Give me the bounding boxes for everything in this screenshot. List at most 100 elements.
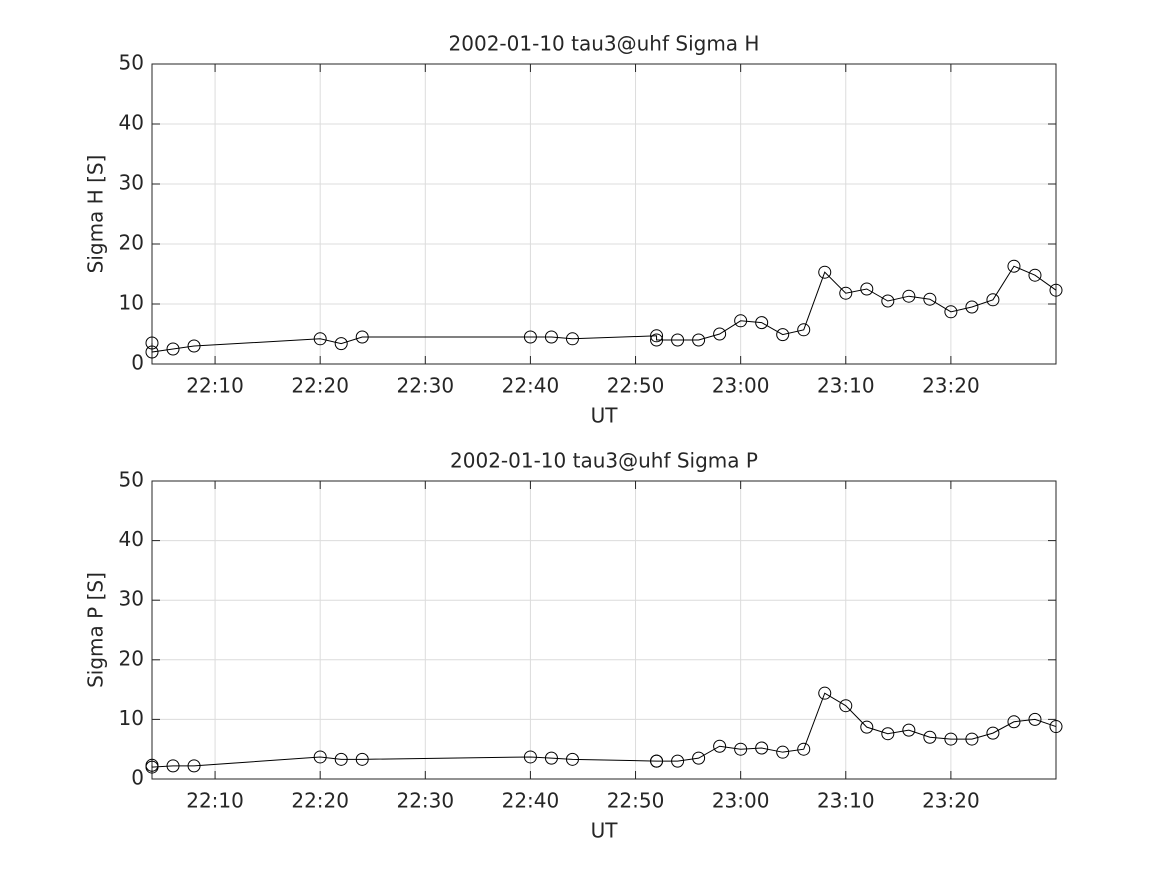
y-tick-label: 20 <box>119 646 144 670</box>
data-point <box>923 292 937 306</box>
plot: 22:10 22:20 22:30 22:40 22:50 23:00 23:10 23:20… <box>84 32 1063 428</box>
data-point <box>881 294 895 308</box>
y-tick-label: 10 <box>119 706 144 730</box>
data-point <box>776 745 790 759</box>
data-point <box>839 286 853 300</box>
data-point <box>650 754 664 768</box>
data-point <box>565 332 579 346</box>
data-point <box>313 332 327 346</box>
data-point <box>544 751 558 765</box>
x-tick-label: 22:30 <box>396 789 454 813</box>
x-tick-label: 23:20 <box>922 374 980 398</box>
data-point <box>965 732 979 746</box>
x-tick-label: 22:20 <box>291 789 349 813</box>
data-point <box>734 314 748 328</box>
data-point <box>650 333 664 347</box>
y-tick-label: 10 <box>119 291 144 315</box>
y-tick-label: 0 <box>131 351 144 375</box>
plot: 22:10 22:20 22:30 22:40 22:50 23:00 23:10 23:20… <box>84 449 1063 843</box>
data-point <box>797 323 811 337</box>
data-line <box>151 692 1057 768</box>
data-point <box>334 337 348 351</box>
y-tick-label: 30 <box>119 587 144 611</box>
data-point <box>523 750 537 764</box>
y-axis-label: Sigma P [S] <box>84 572 108 688</box>
data-point <box>1049 283 1063 297</box>
data-point <box>671 754 685 768</box>
data-point <box>734 742 748 756</box>
data-point <box>860 720 874 734</box>
data-point <box>965 300 979 314</box>
data-point <box>692 333 706 347</box>
data-line <box>151 265 1057 353</box>
x-tick-label: 22:40 <box>502 374 560 398</box>
chart-title: 2002-01-10 tau3@uhf Sigma H <box>449 32 760 56</box>
x-tick-label: 23:00 <box>712 374 770 398</box>
y-tick-label: 20 <box>119 231 144 255</box>
data-point <box>944 305 958 319</box>
data-point <box>1007 715 1021 729</box>
data-point <box>1028 712 1042 726</box>
y-tick-label: 40 <box>119 527 144 551</box>
x-tick-label: 23:00 <box>712 789 770 813</box>
data-point <box>523 330 537 344</box>
y-tick-label: 0 <box>131 766 144 790</box>
data-point <box>881 727 895 741</box>
data-point <box>355 752 369 766</box>
data-point <box>944 732 958 746</box>
data-point <box>986 293 1000 307</box>
x-tick-label: 22:20 <box>291 374 349 398</box>
data-point <box>860 282 874 296</box>
data-point <box>166 342 180 356</box>
data-point <box>902 289 916 303</box>
data-point <box>755 741 769 755</box>
data-point <box>713 739 727 753</box>
data-point <box>187 339 201 353</box>
x-tick-label: 22:10 <box>186 789 244 813</box>
x-tick-label: 22:50 <box>607 374 665 398</box>
data-point <box>818 686 832 700</box>
data-point <box>355 330 369 344</box>
data-point <box>713 327 727 341</box>
data-point <box>692 751 706 765</box>
x-tick-label: 22:30 <box>396 374 454 398</box>
data-point <box>1049 720 1063 734</box>
chart-title: 2002-01-10 tau3@uhf Sigma P <box>450 449 758 473</box>
data-point <box>755 316 769 330</box>
x-axis-label: UT <box>591 404 619 428</box>
data-point <box>1028 268 1042 282</box>
data-point <box>671 333 685 347</box>
data-point <box>187 759 201 773</box>
data-point <box>650 329 664 343</box>
y-tick-label: 50 <box>119 51 144 75</box>
x-tick-label: 22:50 <box>607 789 665 813</box>
data-point <box>565 752 579 766</box>
data-point <box>923 730 937 744</box>
data-point <box>166 759 180 773</box>
y-tick-label: 30 <box>119 171 144 195</box>
data-point <box>839 699 853 713</box>
plot-area <box>152 64 1056 364</box>
data-point <box>902 723 916 737</box>
data-point <box>1007 259 1021 273</box>
x-tick-label: 23:10 <box>817 374 875 398</box>
data-point <box>776 328 790 342</box>
plot-area <box>152 481 1056 779</box>
y-tick-label: 40 <box>119 111 144 135</box>
x-tick-label: 23:10 <box>817 789 875 813</box>
y-tick-label: 50 <box>119 468 144 492</box>
data-point <box>818 265 832 279</box>
x-tick-label: 23:20 <box>922 789 980 813</box>
axes-frame <box>151 63 1057 365</box>
axes-frame <box>151 480 1057 780</box>
y-axis-label: Sigma H [S] <box>84 155 108 274</box>
data-point <box>334 752 348 766</box>
data-point <box>145 760 159 774</box>
data-point <box>797 742 811 756</box>
data-point <box>544 330 558 344</box>
data-point <box>145 336 159 350</box>
data-point <box>986 726 1000 740</box>
x-tick-label: 22:10 <box>186 374 244 398</box>
x-axis-label: UT <box>591 819 619 843</box>
